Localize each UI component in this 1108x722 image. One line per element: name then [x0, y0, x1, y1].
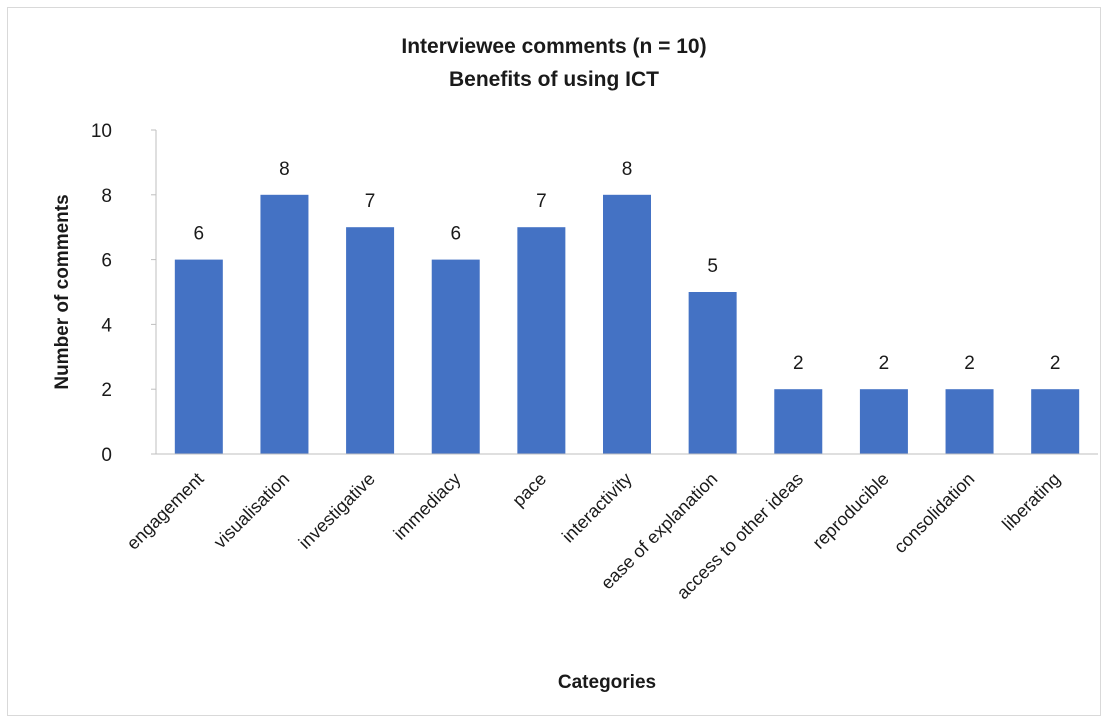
bar	[859, 389, 908, 454]
data-label: 7	[365, 191, 376, 212]
bar	[517, 227, 566, 454]
y-tick-label: 2	[101, 380, 112, 401]
category-label: investigative	[295, 469, 379, 553]
data-label: 8	[279, 159, 290, 180]
data-label: 2	[964, 353, 975, 374]
category-label: reproducible	[809, 469, 893, 553]
y-tick-label: 8	[101, 186, 112, 207]
category-label: consolidation	[890, 469, 978, 557]
bar	[945, 389, 994, 454]
category-labels-group: engagement visualisation investigative imme…	[123, 469, 1064, 603]
category-label: engagement	[123, 469, 208, 554]
chart-title: Interviewee comments (n = 10)	[401, 35, 706, 58]
category-label: pace	[508, 469, 550, 511]
data-label: 8	[622, 159, 633, 180]
y-tick-label: 4	[101, 315, 112, 336]
y-tick-label: 0	[101, 445, 112, 466]
bar	[260, 194, 309, 455]
bar	[174, 259, 223, 454]
category-label: visualisation	[210, 469, 293, 552]
category-label: liberating	[998, 469, 1064, 535]
bar	[688, 292, 737, 454]
bar	[1031, 389, 1080, 454]
bar	[346, 227, 395, 454]
data-label: 6	[194, 224, 205, 245]
y-tick-label: 6	[101, 251, 112, 272]
data-label: 2	[793, 353, 804, 374]
data-label: 6	[450, 224, 461, 245]
category-label: immediacy	[390, 469, 465, 544]
data-label: 7	[536, 191, 547, 212]
y-axis-title: Number of comments	[52, 194, 73, 389]
data-labels-group: 6 8 7 6 7 8 5 2 2 2 2	[194, 159, 1061, 374]
data-label: 2	[1050, 353, 1061, 374]
data-label: 2	[879, 353, 890, 374]
y-tick-label: 10	[91, 121, 112, 142]
data-label: 5	[707, 256, 718, 277]
bar	[431, 259, 480, 454]
bar	[603, 194, 651, 455]
y-axis-ticks: 0 2 4 6 8 10	[91, 121, 156, 466]
x-axis-title: Categories	[558, 672, 656, 693]
chart-subtitle: Benefits of using ICT	[449, 68, 659, 91]
bars-group	[174, 194, 1080, 455]
bar	[774, 389, 823, 454]
category-label: interactivity	[558, 469, 636, 547]
